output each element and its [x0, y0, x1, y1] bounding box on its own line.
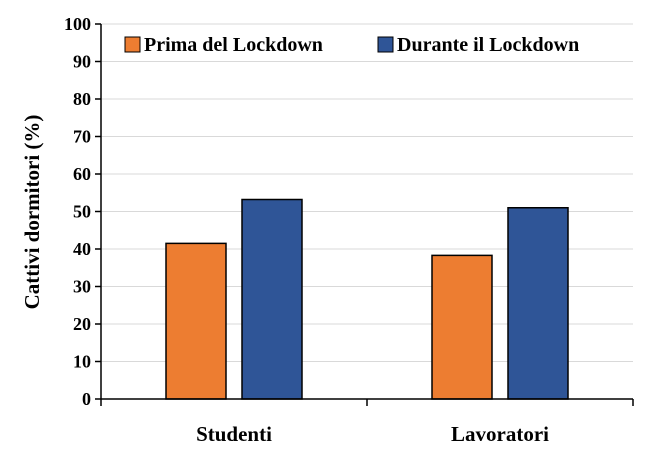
y-axis-title: Cattivi dormitori (%) — [20, 115, 44, 310]
legend-swatch-prima — [124, 36, 141, 53]
legend-label-prima: Prima del Lockdown — [144, 34, 323, 56]
legend-swatch-durante — [377, 36, 394, 53]
x-category-label: Lavoratori — [451, 422, 549, 446]
bars — [165, 198, 569, 400]
x-ticks: Studenti Lavoratori — [100, 399, 634, 446]
y-ticks: 0 10 20 30 40 50 60 70 80 90 100 — [64, 14, 101, 409]
bar-prima-lavoratori — [431, 254, 493, 400]
bar-prima-studenti — [165, 242, 227, 400]
y-tick-label: 0 — [82, 389, 91, 409]
y-tick-label: 20 — [73, 314, 91, 334]
y-tick-label: 90 — [73, 52, 91, 72]
y-tick-label: 50 — [73, 202, 91, 222]
y-tick-label: 100 — [64, 14, 91, 34]
y-tick-label: 30 — [73, 277, 91, 297]
y-tick-label: 40 — [73, 239, 91, 259]
legend-label-durante: Durante il Lockdown — [397, 34, 579, 56]
bar-durante-studenti — [241, 198, 303, 400]
legend: Prima del Lockdown Durante il Lockdown — [124, 34, 579, 56]
y-tick-label: 80 — [73, 89, 91, 109]
x-category-label: Studenti — [196, 422, 272, 446]
y-tick-label: 10 — [73, 352, 91, 372]
bar-durante-lavoratori — [507, 207, 569, 400]
y-tick-label: 60 — [73, 164, 91, 184]
y-tick-label: 70 — [73, 127, 91, 147]
